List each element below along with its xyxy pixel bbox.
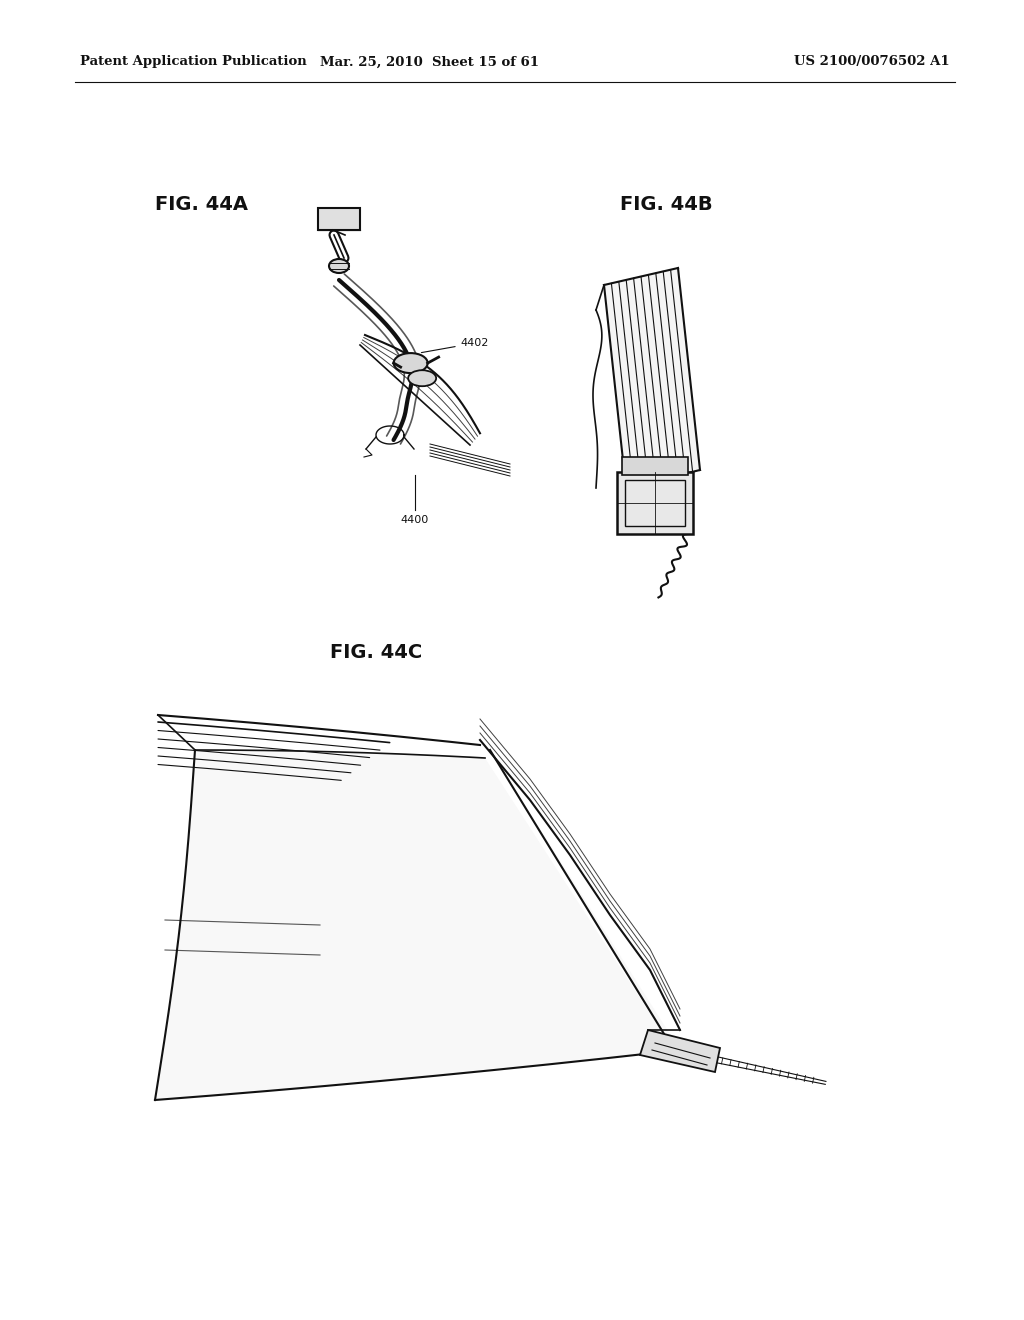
Bar [617, 473, 693, 535]
Text: 4400: 4400 [400, 515, 429, 525]
Text: FIG. 44C: FIG. 44C [330, 643, 422, 663]
Polygon shape [604, 268, 700, 488]
Polygon shape [155, 750, 680, 1100]
Ellipse shape [409, 370, 436, 387]
Text: Patent Application Publication: Patent Application Publication [80, 55, 307, 69]
Text: 4402: 4402 [421, 338, 489, 352]
Bar [318, 209, 360, 230]
Text: US 2100/0076502 A1: US 2100/0076502 A1 [795, 55, 950, 69]
Ellipse shape [393, 352, 428, 374]
Text: FIG. 44A: FIG. 44A [155, 195, 248, 214]
Text: FIG. 44B: FIG. 44B [620, 195, 713, 214]
Text: Mar. 25, 2010  Sheet 15 of 61: Mar. 25, 2010 Sheet 15 of 61 [321, 55, 540, 69]
Bar [625, 480, 685, 525]
Bar [622, 457, 688, 475]
Polygon shape [640, 1030, 720, 1072]
Ellipse shape [329, 259, 349, 273]
